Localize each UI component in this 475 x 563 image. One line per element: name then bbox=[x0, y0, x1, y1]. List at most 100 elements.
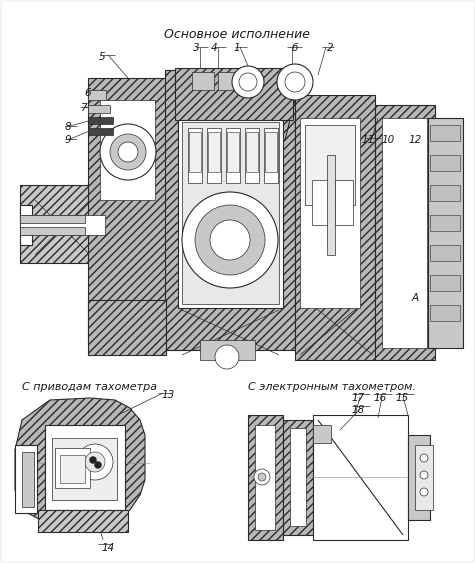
Bar bbox=[165, 70, 295, 350]
Bar bbox=[88, 105, 110, 113]
Text: 9: 9 bbox=[65, 135, 71, 145]
Bar bbox=[15, 445, 37, 513]
Bar bbox=[264, 128, 278, 183]
Text: б: б bbox=[292, 43, 298, 53]
Text: 16: 16 bbox=[373, 393, 387, 403]
Bar bbox=[430, 215, 460, 231]
Bar bbox=[245, 128, 259, 183]
Bar bbox=[246, 132, 258, 172]
Bar bbox=[52, 438, 117, 500]
Text: 17: 17 bbox=[352, 393, 365, 403]
Bar bbox=[428, 118, 463, 348]
Circle shape bbox=[254, 469, 270, 485]
Bar bbox=[408, 435, 430, 520]
Text: 2: 2 bbox=[327, 43, 333, 53]
Bar bbox=[188, 128, 202, 183]
Bar bbox=[88, 90, 106, 100]
Circle shape bbox=[95, 462, 102, 468]
Bar bbox=[295, 95, 375, 360]
Bar bbox=[20, 215, 105, 235]
Text: 8: 8 bbox=[65, 122, 71, 132]
Text: С электронным тахометром.: С электронным тахометром. bbox=[248, 382, 416, 392]
Bar bbox=[100, 100, 155, 200]
Text: 7: 7 bbox=[80, 103, 86, 113]
Circle shape bbox=[420, 454, 428, 462]
Bar bbox=[20, 215, 85, 223]
Bar bbox=[20, 185, 100, 263]
Bar bbox=[226, 128, 240, 183]
Circle shape bbox=[100, 124, 156, 180]
Text: 18: 18 bbox=[352, 405, 365, 415]
Bar bbox=[300, 118, 360, 308]
Text: 12: 12 bbox=[408, 135, 422, 145]
Circle shape bbox=[232, 66, 264, 98]
Text: 10: 10 bbox=[381, 135, 395, 145]
Bar bbox=[430, 155, 460, 171]
Bar bbox=[265, 132, 277, 172]
Bar bbox=[88, 117, 113, 124]
Bar bbox=[335, 180, 353, 225]
Bar bbox=[55, 448, 90, 488]
Bar bbox=[88, 300, 166, 355]
Circle shape bbox=[258, 473, 266, 481]
Circle shape bbox=[285, 72, 305, 92]
Text: 15: 15 bbox=[395, 393, 408, 403]
Circle shape bbox=[182, 192, 278, 288]
Bar bbox=[313, 425, 331, 443]
Circle shape bbox=[210, 220, 250, 260]
Bar bbox=[38, 510, 128, 532]
Text: Основное исполнение: Основное исполнение bbox=[164, 28, 310, 41]
Bar bbox=[313, 415, 408, 540]
Circle shape bbox=[420, 488, 428, 496]
Circle shape bbox=[85, 452, 105, 472]
Bar bbox=[430, 245, 460, 261]
Bar bbox=[218, 72, 236, 90]
Polygon shape bbox=[15, 398, 145, 528]
Bar bbox=[60, 455, 85, 483]
Circle shape bbox=[89, 457, 96, 463]
Bar bbox=[227, 132, 239, 172]
Bar bbox=[248, 415, 283, 540]
Circle shape bbox=[215, 345, 239, 369]
Bar bbox=[88, 78, 166, 343]
Bar bbox=[175, 68, 293, 120]
Bar bbox=[207, 128, 221, 183]
Circle shape bbox=[277, 64, 313, 100]
Bar bbox=[192, 72, 214, 90]
Text: 1: 1 bbox=[234, 43, 240, 53]
Bar bbox=[305, 125, 355, 205]
Bar bbox=[45, 425, 125, 510]
Bar bbox=[312, 180, 330, 225]
Text: С приводам тахометра: С приводам тахометра bbox=[22, 382, 157, 392]
Circle shape bbox=[77, 444, 113, 480]
Text: 11: 11 bbox=[361, 135, 375, 145]
Bar bbox=[22, 452, 34, 507]
Bar bbox=[415, 445, 433, 510]
Bar bbox=[20, 205, 32, 245]
Bar bbox=[430, 305, 460, 321]
Text: 4: 4 bbox=[211, 43, 217, 53]
Bar bbox=[182, 122, 279, 304]
Bar bbox=[88, 128, 113, 135]
Text: 3: 3 bbox=[193, 43, 200, 53]
Bar bbox=[430, 125, 460, 141]
Bar bbox=[255, 425, 275, 530]
Circle shape bbox=[239, 73, 257, 91]
Circle shape bbox=[420, 471, 428, 479]
Bar bbox=[283, 420, 313, 535]
Text: 6: 6 bbox=[85, 88, 91, 98]
Bar bbox=[327, 155, 335, 255]
Bar bbox=[430, 275, 460, 291]
Bar bbox=[290, 428, 306, 526]
Circle shape bbox=[118, 142, 138, 162]
Bar bbox=[382, 118, 427, 348]
Bar bbox=[430, 185, 460, 201]
Text: А: А bbox=[411, 293, 418, 303]
Bar bbox=[178, 118, 283, 308]
Circle shape bbox=[110, 134, 146, 170]
Bar bbox=[20, 227, 85, 235]
Bar bbox=[189, 132, 201, 172]
Bar bbox=[375, 105, 435, 360]
Text: 13: 13 bbox=[162, 390, 175, 400]
Circle shape bbox=[195, 205, 265, 275]
